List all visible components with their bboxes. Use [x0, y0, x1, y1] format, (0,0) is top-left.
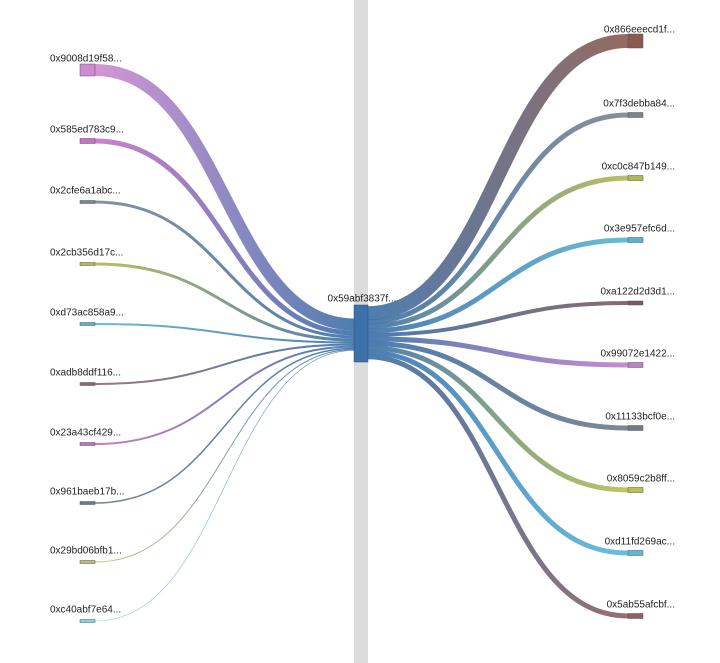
node — [627, 550, 644, 556]
node — [627, 237, 644, 243]
flow-link — [94, 347, 356, 504]
node-label: 0x9008d19f58... — [50, 54, 122, 65]
flow-link — [94, 262, 356, 342]
node — [79, 619, 96, 623]
node — [79, 262, 96, 266]
node — [627, 175, 644, 181]
node-label: 0x7f3debba84... — [603, 99, 675, 110]
flow-link — [366, 336, 629, 368]
node — [627, 33, 644, 49]
node — [627, 613, 644, 619]
node — [79, 501, 96, 505]
flow-link — [94, 349, 356, 563]
flow-link — [366, 112, 629, 325]
node-label: 0xd11fd269ac... — [605, 537, 675, 548]
node-label: 0x2cb356d17c... — [50, 248, 123, 259]
flow-link — [366, 345, 629, 493]
node-label: 0xc0c847b149... — [602, 162, 675, 173]
node — [79, 322, 96, 326]
node-label: 0x585ed783c9... — [50, 125, 124, 136]
node — [627, 487, 644, 493]
flow-link — [94, 64, 356, 331]
node-label: 0x866eeecd1f... — [604, 25, 675, 36]
node-label: 0xd73ac858a9... — [50, 308, 124, 319]
node-label: 0xadb8ddf116... — [50, 368, 121, 379]
node-label: 0xa122d2d3d1... — [600, 287, 675, 298]
flow-link — [94, 138, 356, 336]
node-label: 0x5ab55afcbf... — [607, 600, 675, 611]
node — [627, 112, 644, 118]
node-label: 0x23a43cf429... — [50, 428, 121, 439]
node-label: 0x29bd06bfb1... — [50, 546, 122, 557]
flow-link — [366, 354, 629, 619]
flow-link — [366, 34, 629, 321]
node — [627, 362, 644, 368]
node-label: 0x8059c2b8ff... — [607, 474, 675, 485]
node-label: 0x99072e1422... — [600, 349, 675, 360]
node — [79, 138, 96, 144]
flow-link — [94, 345, 356, 445]
node-label: 0x11133bcf0e... — [605, 412, 675, 423]
node-label: 0x3e957efc6d... — [604, 224, 675, 235]
flow-link — [94, 350, 356, 622]
flow-link — [94, 323, 356, 344]
node — [79, 560, 96, 564]
flow-link — [366, 340, 629, 431]
center-node — [353, 304, 369, 363]
node-label: 0xc40abf7e64... — [50, 605, 121, 616]
flow-link — [366, 349, 629, 556]
flow-link — [94, 200, 356, 339]
flow-link — [94, 343, 356, 385]
node — [79, 200, 96, 204]
node — [79, 63, 96, 77]
flow-link — [366, 175, 629, 329]
node-label: 0x961baeb17b... — [50, 487, 125, 498]
center-label: 0x59abf3837f... — [328, 294, 397, 305]
node — [79, 442, 96, 446]
node — [627, 425, 644, 431]
node — [79, 382, 96, 386]
node — [627, 300, 644, 306]
flow-link — [366, 237, 629, 334]
node-label: 0x2cfe6a1abc... — [50, 186, 121, 197]
flow-link — [366, 301, 629, 337]
